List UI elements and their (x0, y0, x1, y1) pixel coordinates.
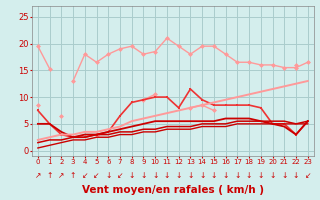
Text: ↓: ↓ (164, 171, 170, 180)
Text: ↙: ↙ (117, 171, 123, 180)
Text: ↓: ↓ (281, 171, 287, 180)
Text: ↓: ↓ (258, 171, 264, 180)
Text: ↓: ↓ (175, 171, 182, 180)
Text: ↓: ↓ (211, 171, 217, 180)
Text: ↓: ↓ (152, 171, 158, 180)
X-axis label: Vent moyen/en rafales ( km/h ): Vent moyen/en rafales ( km/h ) (82, 185, 264, 195)
Text: ↓: ↓ (293, 171, 299, 180)
Text: ↙: ↙ (305, 171, 311, 180)
Text: ↓: ↓ (187, 171, 194, 180)
Text: ↓: ↓ (129, 171, 135, 180)
Text: ↑: ↑ (70, 171, 76, 180)
Text: ↗: ↗ (35, 171, 41, 180)
Text: ↓: ↓ (234, 171, 241, 180)
Text: ↓: ↓ (269, 171, 276, 180)
Text: ↙: ↙ (93, 171, 100, 180)
Text: ↓: ↓ (105, 171, 111, 180)
Text: ↓: ↓ (246, 171, 252, 180)
Text: ↓: ↓ (140, 171, 147, 180)
Text: ↙: ↙ (82, 171, 88, 180)
Text: ↗: ↗ (58, 171, 65, 180)
Text: ↓: ↓ (199, 171, 205, 180)
Text: ↑: ↑ (46, 171, 53, 180)
Text: ↓: ↓ (222, 171, 229, 180)
